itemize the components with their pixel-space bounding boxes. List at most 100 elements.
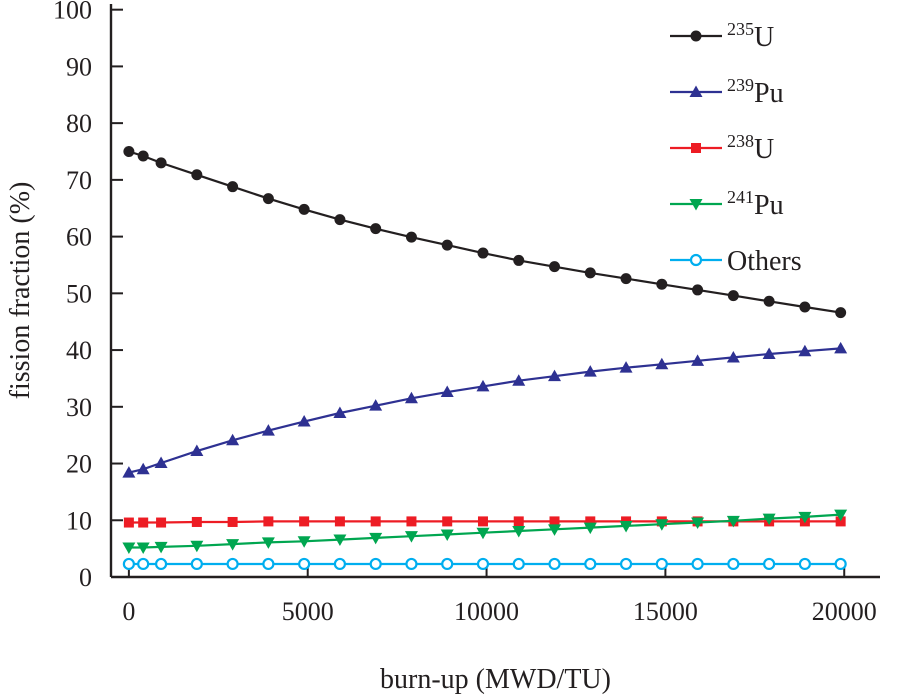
data-point-238u bbox=[406, 516, 417, 527]
data-point-239pu bbox=[190, 444, 204, 457]
data-point-239pu bbox=[333, 406, 347, 419]
data-point-others bbox=[548, 557, 561, 571]
data-point-238u bbox=[835, 516, 846, 527]
data-point-241pu bbox=[476, 527, 490, 540]
data-point-others bbox=[691, 557, 704, 571]
plot-frame bbox=[109, 4, 880, 579]
y-tick-label: 10 bbox=[66, 506, 92, 535]
y-tick-label: 70 bbox=[66, 166, 92, 195]
data-point-239pu bbox=[583, 365, 597, 377]
data-point-others bbox=[190, 557, 203, 571]
data-point-235u bbox=[191, 169, 203, 181]
x-tick-label: 10000 bbox=[454, 597, 519, 626]
y-tick-label: 100 bbox=[53, 0, 92, 25]
data-point-235u bbox=[227, 181, 239, 193]
data-point-235u bbox=[584, 267, 596, 279]
legend-label: 241Pu bbox=[727, 187, 784, 221]
data-point-241pu bbox=[726, 515, 740, 528]
data-point-239pu bbox=[512, 374, 526, 386]
data-point-239pu bbox=[122, 466, 136, 478]
data-point-239pu bbox=[548, 369, 562, 382]
data-point-239pu bbox=[834, 341, 848, 354]
data-point-241pu bbox=[655, 519, 669, 531]
data-point-241pu bbox=[333, 534, 347, 547]
data-point-235u bbox=[137, 150, 149, 162]
data-point-others bbox=[584, 557, 597, 571]
data-point-235u bbox=[405, 231, 417, 243]
x-tick-label: 20000 bbox=[812, 597, 877, 626]
data-point-others bbox=[798, 557, 811, 571]
data-point-241pu bbox=[190, 540, 204, 553]
series-239pu bbox=[122, 341, 848, 478]
legend-isotope: 238 bbox=[727, 131, 754, 151]
data-point-others bbox=[763, 557, 776, 571]
data-point-238u bbox=[138, 517, 149, 528]
data-point-238u bbox=[585, 516, 596, 527]
data-point-239pu bbox=[261, 424, 275, 436]
x-tick-label: 0 bbox=[122, 597, 135, 626]
data-point-241pu bbox=[136, 542, 150, 554]
data-point-others bbox=[137, 557, 150, 571]
data-point-235u bbox=[477, 247, 489, 259]
series-235u bbox=[123, 146, 847, 319]
y-axis: 0 10 20 30 40 50 60 70 80 90 100 bbox=[53, 0, 123, 592]
legend-element: U bbox=[754, 134, 774, 165]
y-tick-label: 50 bbox=[66, 279, 92, 308]
legend-item-241pu: 241Pu bbox=[670, 187, 784, 221]
data-point-238u bbox=[123, 517, 134, 528]
data-point-241pu bbox=[762, 513, 776, 526]
legend-marker bbox=[689, 199, 703, 211]
legend-item-235u: 235U bbox=[670, 19, 774, 53]
data-point-238u bbox=[299, 516, 310, 527]
data-point-235u bbox=[835, 307, 847, 319]
data-point-235u bbox=[727, 290, 739, 302]
data-point-238u bbox=[370, 516, 381, 527]
y-tick-label: 60 bbox=[66, 223, 92, 252]
data-point-241pu bbox=[798, 511, 812, 524]
data-point-238u bbox=[263, 516, 274, 527]
data-point-others bbox=[727, 557, 740, 571]
data-point-241pu bbox=[619, 520, 633, 533]
y-tick-label: 90 bbox=[66, 52, 92, 81]
data-point-239pu bbox=[154, 456, 168, 468]
legend-marker bbox=[691, 143, 701, 153]
data-point-235u bbox=[262, 193, 274, 205]
data-point-239pu bbox=[655, 357, 669, 370]
x-axis: 0 5000 10000 15000 20000 bbox=[122, 565, 877, 626]
data-point-241pu bbox=[440, 529, 454, 541]
series-others bbox=[122, 557, 847, 571]
legend-marker bbox=[689, 253, 703, 267]
data-point-235u bbox=[441, 239, 453, 251]
data-point-241pu bbox=[261, 537, 275, 549]
data-point-239pu bbox=[762, 347, 776, 360]
data-point-241pu bbox=[226, 539, 240, 551]
data-point-241pu bbox=[512, 526, 526, 538]
data-point-others bbox=[441, 557, 454, 571]
data-point-235u bbox=[298, 203, 310, 215]
data-point-others bbox=[512, 557, 525, 571]
data-point-235u bbox=[370, 223, 382, 235]
y-tick-label: 0 bbox=[79, 563, 92, 592]
data-point-241pu bbox=[404, 531, 418, 543]
data-point-others bbox=[226, 557, 239, 571]
data-point-235u bbox=[692, 284, 704, 296]
y-tick-label: 30 bbox=[66, 393, 92, 422]
data-point-239pu bbox=[619, 361, 633, 373]
data-point-238u bbox=[334, 516, 345, 527]
data-point-238u bbox=[227, 516, 238, 527]
data-point-238u bbox=[477, 516, 488, 527]
data-point-239pu bbox=[691, 354, 705, 366]
data-point-others bbox=[619, 557, 633, 571]
data-point-others bbox=[369, 557, 382, 571]
y-tick-label: 80 bbox=[66, 109, 92, 138]
data-point-238u bbox=[442, 516, 453, 527]
data-point-241pu bbox=[834, 509, 848, 522]
y-axis-title: fission fraction (%) bbox=[5, 182, 36, 400]
legend-label: 239Pu bbox=[727, 75, 784, 109]
data-point-235u bbox=[334, 214, 346, 226]
data-point-others bbox=[405, 557, 418, 571]
legend-marker bbox=[690, 30, 702, 42]
series-layer bbox=[122, 146, 848, 571]
x-axis-title: burn-up (MWD/TU) bbox=[380, 664, 611, 695]
data-point-241pu bbox=[297, 536, 311, 548]
